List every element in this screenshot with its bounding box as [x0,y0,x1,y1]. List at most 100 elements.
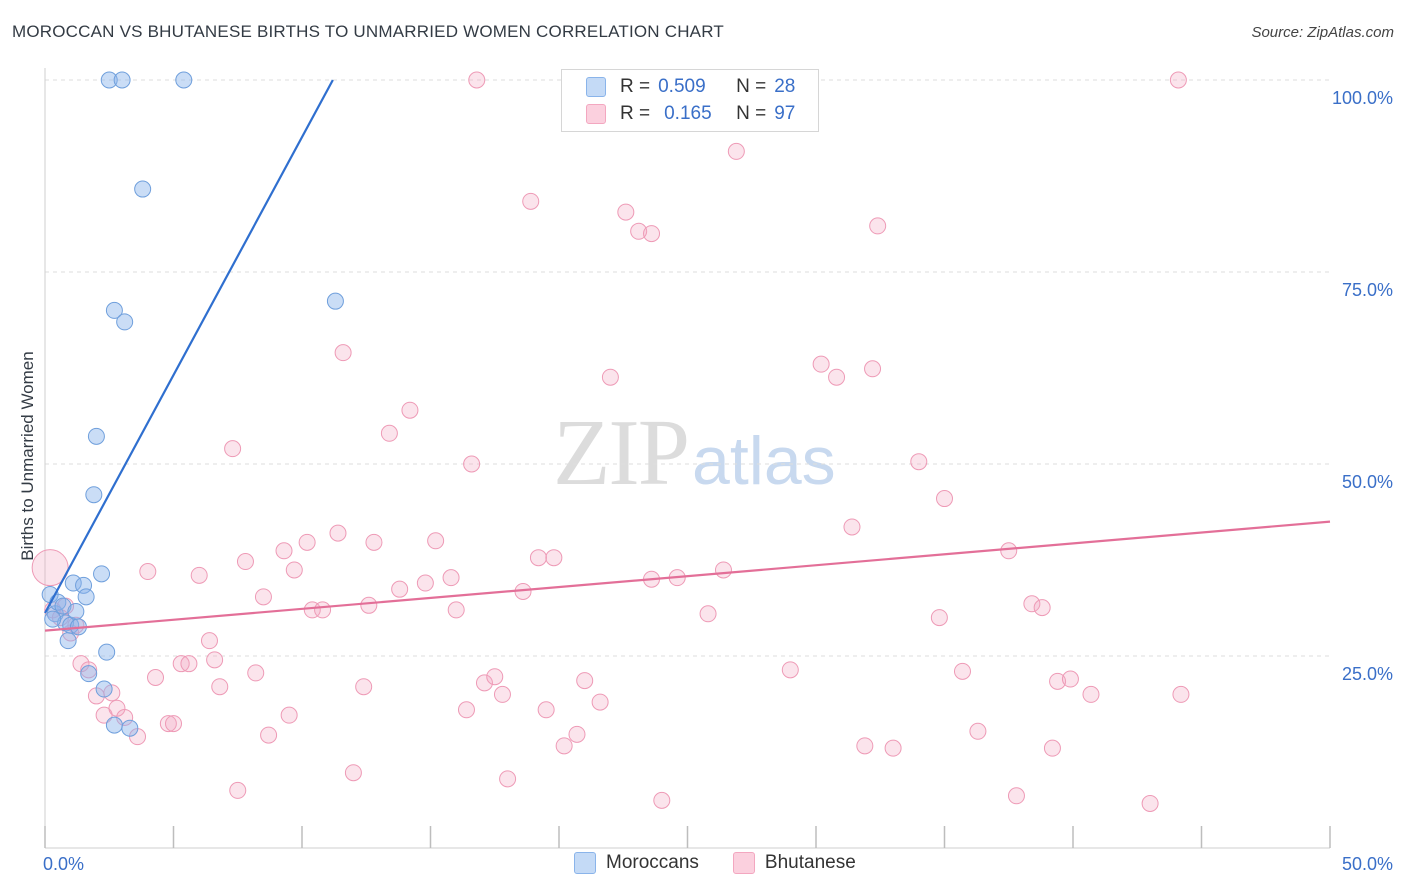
bhutanese-point [31,549,69,587]
moroccan-point [80,665,98,683]
moroccan-points [41,71,344,737]
bhutanese-point [493,685,511,703]
bhutanese-point [447,601,465,619]
moroccans-swatch [574,852,596,874]
bhutanese-point [568,725,586,743]
bhutanese-point [457,701,475,719]
bhutanese-point [247,664,265,682]
bhutanese-point [139,563,157,581]
bhutanese-point [812,355,830,373]
bhutanese-point [329,524,347,542]
y-axis-title: Births to Unmarried Women [18,351,37,561]
moroccan-point [87,427,105,445]
bhutanese-point [522,192,540,210]
bhutanese-point [699,605,717,623]
moroccan-point [59,632,77,650]
bhutanese-point [953,662,971,680]
series-legend: Moroccans Bhutanese [574,852,890,874]
moroccan-point [105,716,123,734]
bhutanese-point [1007,787,1025,805]
bhutanese-point [869,217,887,235]
moroccan-point [113,71,131,89]
bhutanese-point [442,569,460,587]
bhutanese-point [360,596,378,614]
tick-labels: 25.0% 50.0% 75.0% 100.0% 0.0% 50.0% [43,88,1393,874]
n-value: 97 [774,103,796,124]
bhutanese-point [714,561,732,579]
watermark: ZIPatlas [553,398,836,507]
moroccan-point [175,71,193,89]
legend-row-moroccans: R = 0.509 N = 28 [586,75,795,99]
moroccan-point [95,680,113,698]
bhutanese-point [280,706,298,724]
legend-label-bhutanese: Bhutanese [764,852,856,873]
bhutanese-point [537,701,555,719]
bhutanese-point [653,791,671,809]
bhutanese-point [229,781,247,799]
bhutanese-point [314,601,332,619]
bhutanese-point [601,368,619,386]
bhutanese-point [103,684,121,702]
bhutanese-point [236,553,254,571]
legend-label-moroccans: Moroccans [606,852,699,873]
bhutanese-point [1000,542,1018,560]
trend-lines [44,79,1331,632]
grid-lines [45,79,1330,657]
bhutanese-point [555,737,573,755]
bhutanese-point [206,651,224,669]
legend-item-moroccans: Moroccans [574,852,699,874]
bhutanese-point [334,344,352,362]
bhutanese-point [1023,595,1041,613]
bhutanese-point [463,455,481,473]
moroccan-point [93,565,111,583]
bhutanese-point [80,661,98,679]
bhutanese-point [391,580,409,598]
n-label: N = [736,103,767,124]
bhutanese-point [499,770,517,788]
moroccan-point [100,71,118,89]
bhutanese-point [344,764,362,782]
moroccan-point [77,588,95,606]
bhutanese-point [303,601,321,619]
bhutanese-points [31,71,1190,812]
watermark-zip: ZIP [553,401,690,505]
bhutanese-point [365,533,383,551]
bhutanese-point [643,225,661,243]
bhutanese-point [486,668,504,686]
bhutanese-point [401,401,419,419]
bhutanese-point [884,739,902,757]
bhutanese-point [727,142,745,160]
moroccans-swatch [586,77,606,97]
bhutanese-point [285,561,303,579]
bhutanese-point [969,722,987,740]
bhutanese-point [159,715,177,733]
r-value: 0.509 [658,76,706,97]
bhutanese-point [1172,685,1190,703]
moroccan-point [54,597,72,615]
legend-row-bhutanese: R = 0.165 N = 97 [586,102,795,126]
bhutanese-point [910,453,928,471]
y-tick-label: 100.0% [1332,88,1393,108]
r-label: R = [620,76,651,97]
bhutanese-point [211,678,229,696]
bhutanese-point [224,440,242,458]
axes [44,68,1331,849]
bhutanese-point [617,203,635,221]
source-label: Source: ZipAtlas.com [1251,24,1394,41]
correlation-legend: R = 0.509 N = 28 R = 0.165 N = 97 [561,69,819,132]
moroccan-point [326,292,344,310]
moroccans-trend-line [44,79,334,614]
bhutanese-swatch [586,104,606,124]
bhutanese-point [380,424,398,442]
bhutanese-swatch [732,852,755,874]
moroccan-point [85,486,103,504]
bhutanese-point [936,490,953,508]
bhutanese-point [1043,739,1061,757]
bhutanese-point [781,661,799,679]
bhutanese-point [1141,794,1159,812]
bhutanese-point [576,672,594,690]
bhutanese-point [180,655,198,673]
x-tick-label: 50.0% [1342,854,1393,874]
x-tick-label: 0.0% [43,854,84,874]
moroccan-point [105,301,123,319]
